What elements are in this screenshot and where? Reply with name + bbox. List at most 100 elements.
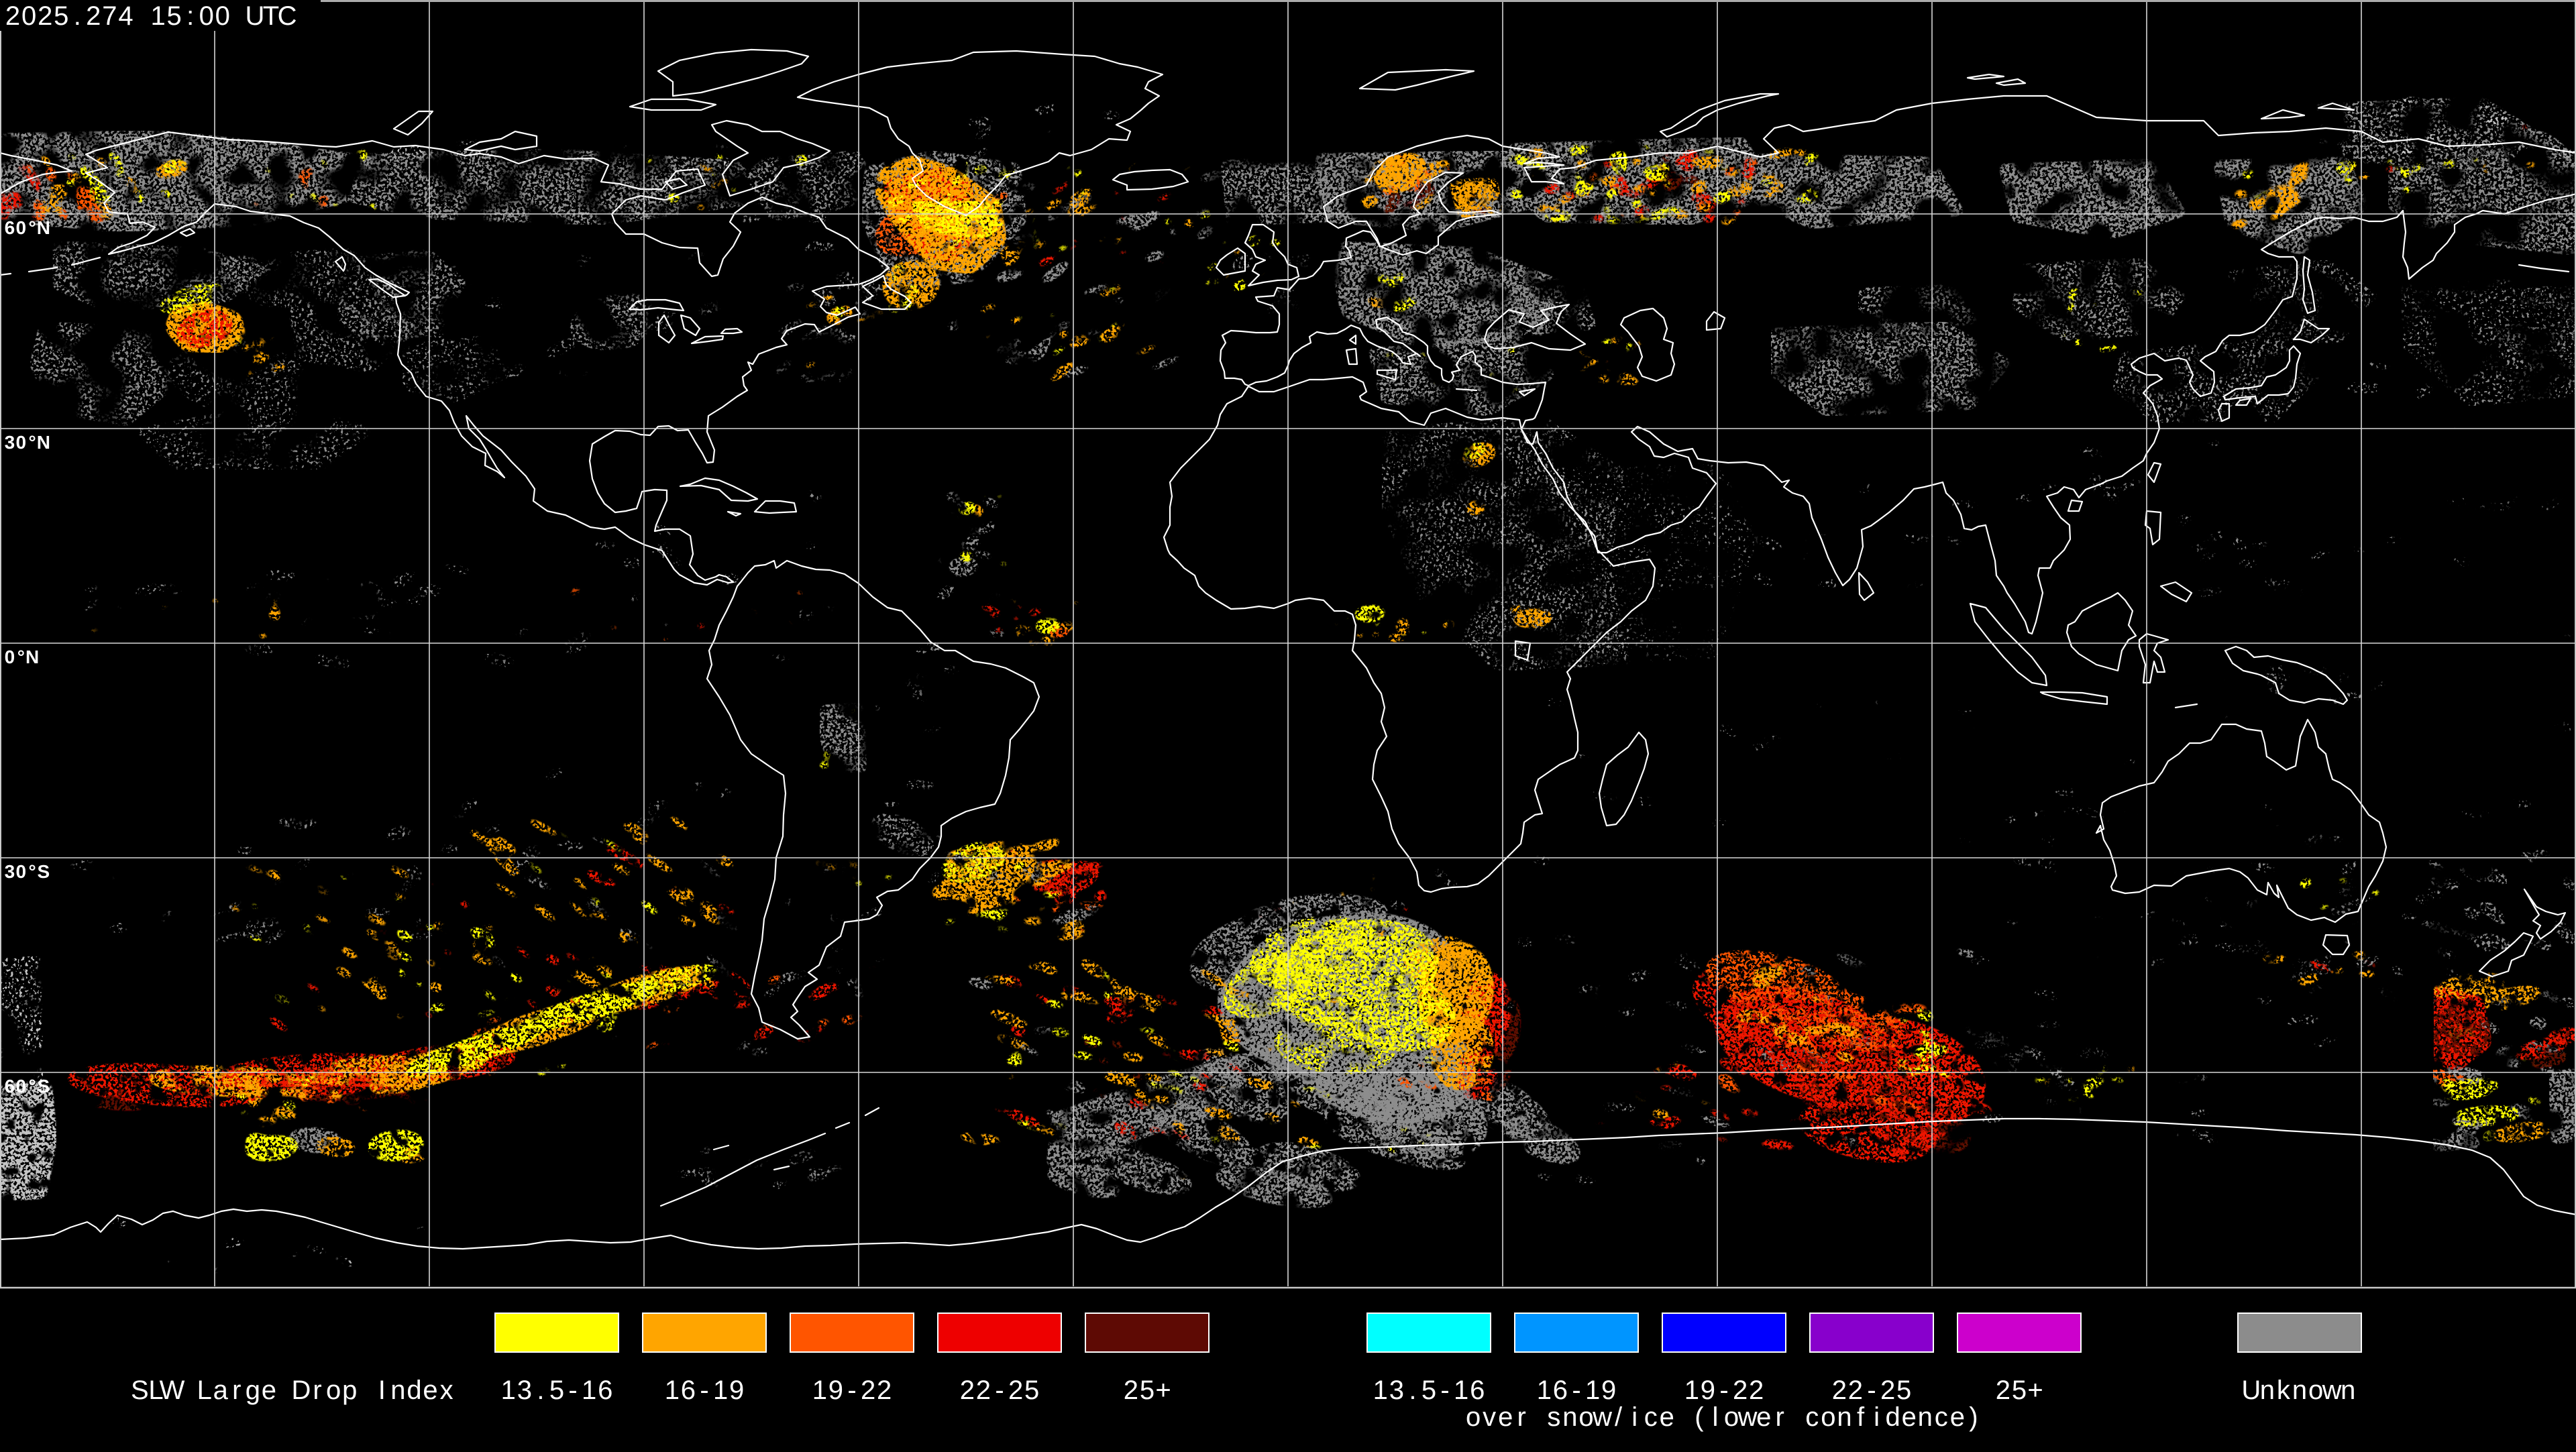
svg-text:6: 6 bbox=[598, 1376, 612, 1405]
svg-text:6: 6 bbox=[5, 1076, 15, 1097]
svg-text:r: r bbox=[313, 1376, 321, 1405]
svg-text:c: c bbox=[1644, 1402, 1658, 1432]
svg-text:1: 1 bbox=[1585, 1376, 1600, 1405]
svg-text:2: 2 bbox=[1880, 1376, 1895, 1405]
svg-text:2: 2 bbox=[1848, 1376, 1863, 1405]
svg-text:+: + bbox=[2027, 1376, 2043, 1405]
svg-text:c: c bbox=[1805, 1402, 1819, 1432]
svg-text:T: T bbox=[263, 1, 279, 31]
svg-text:1: 1 bbox=[1537, 1376, 1552, 1405]
svg-text:9: 9 bbox=[1601, 1376, 1616, 1405]
svg-text:°: ° bbox=[28, 217, 36, 238]
svg-text:o: o bbox=[326, 1376, 341, 1405]
svg-text:.: . bbox=[1409, 1376, 1416, 1405]
svg-text:d: d bbox=[407, 1376, 421, 1405]
svg-text:+: + bbox=[1155, 1376, 1171, 1405]
svg-text:e: e bbox=[1498, 1402, 1513, 1432]
svg-text:L: L bbox=[148, 1376, 163, 1405]
svg-text:0: 0 bbox=[199, 1, 214, 31]
svg-text:S: S bbox=[38, 861, 50, 882]
svg-text:o: o bbox=[2308, 1376, 2323, 1405]
svg-text:N: N bbox=[37, 432, 50, 453]
svg-text:1: 1 bbox=[665, 1376, 680, 1405]
svg-text:(: ( bbox=[1695, 1402, 1704, 1432]
svg-text:): ) bbox=[1969, 1402, 1978, 1432]
svg-text:0: 0 bbox=[215, 1, 230, 31]
svg-text::: : bbox=[186, 1, 194, 31]
svg-text:2: 2 bbox=[1008, 1376, 1023, 1405]
svg-text:2: 2 bbox=[877, 1376, 892, 1405]
svg-text:I: I bbox=[378, 1376, 386, 1405]
svg-text:r: r bbox=[232, 1376, 241, 1405]
svg-text:c: c bbox=[1935, 1402, 1948, 1432]
svg-text:9: 9 bbox=[729, 1376, 744, 1405]
svg-text:e: e bbox=[1660, 1402, 1674, 1432]
svg-text:0: 0 bbox=[5, 647, 15, 667]
svg-text:2: 2 bbox=[960, 1376, 975, 1405]
svg-text:2: 2 bbox=[861, 1376, 875, 1405]
svg-text:x: x bbox=[440, 1376, 453, 1405]
svg-text:w: w bbox=[1592, 1402, 1612, 1432]
svg-text:5: 5 bbox=[2012, 1376, 2027, 1405]
svg-text:l: l bbox=[1713, 1402, 1719, 1432]
svg-text:o: o bbox=[1821, 1402, 1835, 1432]
svg-text:°: ° bbox=[28, 432, 36, 453]
svg-text:2: 2 bbox=[86, 1, 101, 31]
svg-text:r: r bbox=[1517, 1402, 1526, 1432]
svg-text:5: 5 bbox=[166, 1, 181, 31]
svg-text:i: i bbox=[1874, 1402, 1880, 1432]
svg-text:W: W bbox=[160, 1376, 185, 1405]
svg-text:-: - bbox=[847, 1376, 856, 1405]
svg-text:2: 2 bbox=[5, 1, 20, 31]
svg-text:1: 1 bbox=[501, 1376, 516, 1405]
svg-text:1: 1 bbox=[150, 1, 165, 31]
svg-text:3: 3 bbox=[5, 861, 15, 882]
svg-text:o: o bbox=[1466, 1402, 1481, 1432]
svg-text:3: 3 bbox=[5, 432, 15, 453]
svg-text:e: e bbox=[1756, 1402, 1771, 1432]
svg-text:U: U bbox=[2241, 1376, 2261, 1405]
svg-text:6: 6 bbox=[681, 1376, 696, 1405]
svg-text:2: 2 bbox=[1733, 1376, 1748, 1405]
svg-text:0: 0 bbox=[16, 1076, 27, 1097]
svg-text:.: . bbox=[537, 1376, 544, 1405]
svg-text:N: N bbox=[25, 647, 39, 667]
svg-text:S: S bbox=[131, 1376, 149, 1405]
svg-text:n: n bbox=[1562, 1402, 1577, 1432]
svg-text:6: 6 bbox=[1470, 1376, 1485, 1405]
svg-text:2: 2 bbox=[38, 1, 52, 31]
svg-text:-: - bbox=[568, 1376, 577, 1405]
svg-text:-: - bbox=[1440, 1376, 1449, 1405]
svg-text:7: 7 bbox=[102, 1, 117, 31]
svg-text:L: L bbox=[197, 1376, 212, 1405]
svg-text:r: r bbox=[1776, 1402, 1784, 1432]
svg-text:9: 9 bbox=[828, 1376, 843, 1405]
svg-text:n: n bbox=[2260, 1376, 2275, 1405]
svg-text:4: 4 bbox=[118, 1, 133, 31]
svg-text:D: D bbox=[292, 1376, 311, 1405]
svg-text:o: o bbox=[1724, 1402, 1739, 1432]
svg-text:n: n bbox=[2341, 1376, 2355, 1405]
svg-text:3: 3 bbox=[517, 1376, 532, 1405]
svg-text:f: f bbox=[1857, 1402, 1865, 1432]
svg-text:g: g bbox=[246, 1376, 260, 1405]
svg-text:2: 2 bbox=[1124, 1376, 1138, 1405]
svg-text:e: e bbox=[1902, 1402, 1917, 1432]
svg-text:1: 1 bbox=[713, 1376, 728, 1405]
svg-text:.: . bbox=[74, 1, 81, 31]
svg-text:-: - bbox=[1572, 1376, 1580, 1405]
svg-text:5: 5 bbox=[1896, 1376, 1911, 1405]
svg-text:-: - bbox=[1719, 1376, 1728, 1405]
svg-text:°: ° bbox=[17, 647, 25, 667]
svg-text:0: 0 bbox=[21, 1, 36, 31]
svg-text:U: U bbox=[245, 1, 264, 31]
svg-text:1: 1 bbox=[1373, 1376, 1388, 1405]
svg-text:C: C bbox=[278, 1, 297, 31]
svg-text:5: 5 bbox=[1024, 1376, 1039, 1405]
svg-text:p: p bbox=[342, 1376, 357, 1405]
svg-text:9: 9 bbox=[1701, 1376, 1715, 1405]
svg-text:1: 1 bbox=[812, 1376, 827, 1405]
svg-text:w: w bbox=[1737, 1402, 1758, 1432]
svg-text:5: 5 bbox=[549, 1376, 564, 1405]
svg-text:-: - bbox=[995, 1376, 1004, 1405]
